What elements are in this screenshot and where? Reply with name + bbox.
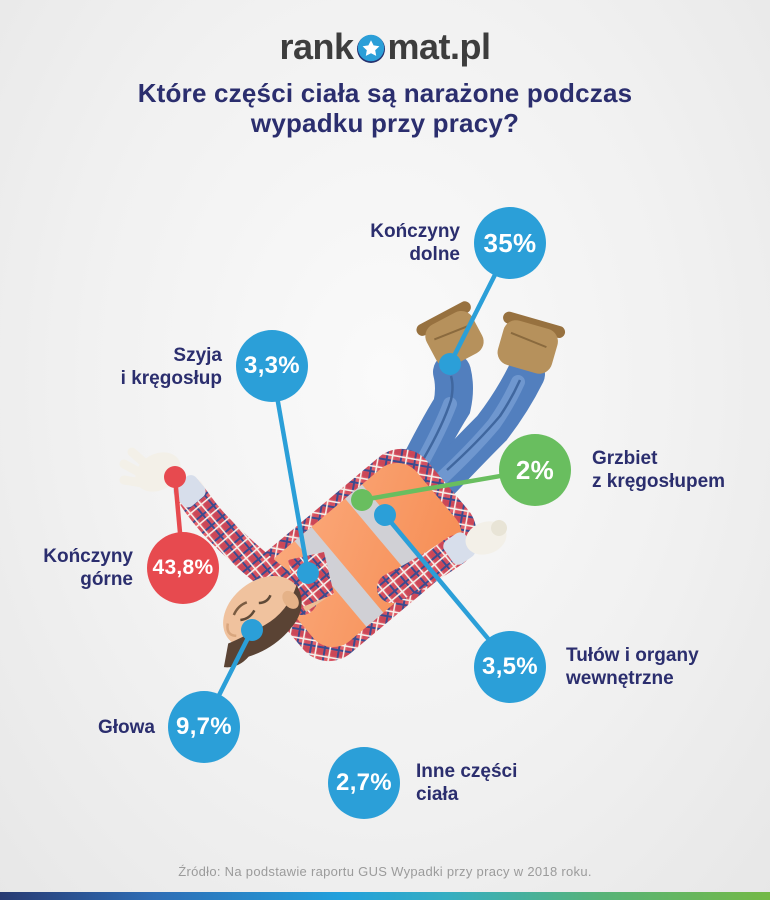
rankomat-logo: rank mat.pl (0, 26, 770, 68)
bubble-label-grzbiet-z-kregoslupem: Grzbiet z kręgosłupem (592, 448, 726, 492)
page-title: Które części ciała są narażone podczas w… (0, 78, 770, 138)
percentage-bubble-grzbiet-z-kregoslupem: 2% (499, 434, 571, 506)
logo-text-prefix: rank (279, 26, 354, 67)
percentage-bubble-konczyny-dolne: 35% (474, 207, 546, 279)
anchor-dot (297, 562, 319, 584)
bubble-label-konczyny-gorne: Kończyny górne (43, 546, 133, 590)
bubble-label-tulow-i-organy: Tułów i organy wewnętrzne (566, 645, 699, 689)
worker-boot-right (497, 311, 566, 374)
percentage-bubble-glowa: 9,7% (168, 691, 240, 763)
anchor-dot (164, 466, 186, 488)
anchor-dot (374, 504, 396, 526)
anchor-dots (164, 353, 461, 641)
worker-boot-left (416, 301, 484, 367)
logo-text-suffix: mat.pl (387, 26, 492, 67)
footer-gradient-bar (0, 892, 770, 900)
anchor-dot (241, 619, 263, 641)
bubble-label-glowa: Głowa (97, 717, 155, 738)
bubble-label-konczyny-dolne: Kończyny dolne (370, 221, 460, 265)
anchor-dot (439, 353, 461, 375)
percentage-bubble-szyja-i-kregoslup: 3,3% (236, 330, 308, 402)
title-line-1: Które części ciała są narażone podczas (137, 78, 633, 108)
worker-torso (253, 448, 477, 662)
anchor-dot (351, 489, 373, 511)
bubble-label-szyja-i-kregoslup: Szyja i kręgosłup (120, 345, 222, 389)
bubble-label-inne-czesci-ciala: Inne części ciała (416, 761, 518, 805)
title-line-2: wypadku przy pracy? (250, 108, 520, 138)
percentage-bubble-tulow-i-organy: 3,5% (474, 631, 546, 703)
percentage-bubble-inne-czesci-ciala: 2,7% (328, 747, 400, 819)
logo-star-icon (356, 34, 385, 63)
worker-arm-right (377, 520, 507, 603)
percentage-bubble-konczyny-gorne: 43,8% (147, 532, 219, 604)
source-note: Źródło: Na podstawie raportu GUS Wypadki… (178, 864, 592, 879)
